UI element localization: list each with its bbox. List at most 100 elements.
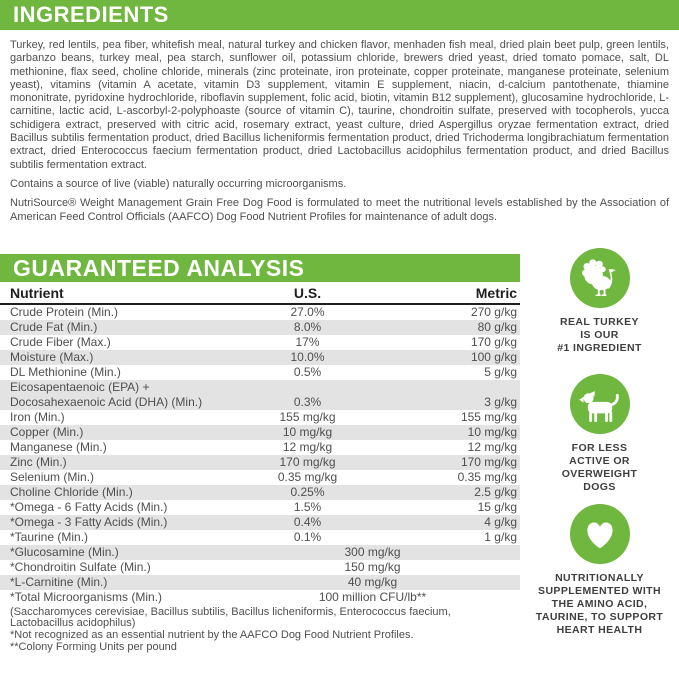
badge-caption-line: FOR LESS	[571, 441, 628, 454]
badge-caption-line: NUTRITIONALLY	[555, 571, 644, 584]
nutrient-cell: Selenium (Min.)	[10, 469, 95, 484]
analysis-and-badges: GUARANTEED ANALYSIS Nutrient U.S. Metric…	[0, 247, 679, 653]
dog-food-label: INGREDIENTS Turkey, red lentils, pea fib…	[0, 0, 679, 653]
badge-caption-line: HEART HEALTH	[556, 623, 643, 636]
metric-value-cell: 1 g/kg	[484, 529, 517, 544]
table-row: *L-Carnitine (Min.) 40 mg/kg	[0, 574, 520, 590]
metric-value-cell: 15 g/kg	[477, 499, 517, 514]
table-row: *Chondroitin Sulfate (Min.) 150 mg/kg	[0, 560, 520, 575]
badges-sidebar: REAL TURKEY IS OUR #1 INGREDIENT	[520, 247, 679, 653]
badge-real-turkey: REAL TURKEY IS OUR #1 INGREDIENT	[520, 247, 679, 355]
guaranteed-analysis-title: GUARANTEED ANALYSIS	[13, 254, 305, 281]
table-row: Manganese (Min.) 12 mg/kg 12 mg/kg	[0, 440, 520, 455]
badge-caption-line: OVERWEIGHT	[561, 467, 638, 480]
badge-caption-line: TAURINE, TO SUPPORT	[535, 610, 664, 623]
badge-caption-line: REAL TURKEY	[560, 315, 639, 328]
us-value-cell: 170 mg/kg	[279, 454, 336, 469]
nutrient-cell: *Chondroitin Sulfate (Min.)	[10, 559, 151, 574]
badge-overweight-dogs: FOR LESS ACTIVE OR OVERWEIGHT DOGS	[520, 373, 679, 494]
value-cell: 150 mg/kg	[344, 559, 401, 574]
metric-value-cell: 3 g/kg	[484, 394, 517, 409]
table-row: *Total Microorganisms (Min.) 100 million …	[0, 590, 520, 605]
nutrient-cell: Crude Fat (Min.)	[10, 319, 98, 334]
aafco-statement: NutriSource® Weight Management Grain Fre…	[10, 197, 669, 223]
table-row: *Taurine (Min.) 0.1% 1 g/kg	[0, 530, 520, 545]
ingredients-list-text: Turkey, red lentils, pea fiber, whitefis…	[10, 39, 669, 171]
nutrient-cell: *L-Carnitine (Min.)	[10, 574, 108, 589]
us-value-cell: 0.35 mg/kg	[277, 469, 338, 484]
nutrient-cell: Crude Fiber (Max.)	[10, 334, 111, 349]
metric-value-cell: 4 g/kg	[484, 514, 517, 529]
dog-icon	[569, 373, 630, 434]
nutrient-cell: *Glucosamine (Min.)	[10, 544, 119, 559]
turkey-icon	[569, 247, 630, 308]
nutrient-cell: *Total Microorganisms (Min.)	[10, 589, 163, 604]
metric-value-cell: 100 g/kg	[470, 349, 517, 364]
value-cell: 100 million CFU/lb**	[318, 589, 427, 604]
value-cell: 300 mg/kg	[344, 544, 401, 559]
ingredients-section: Turkey, red lentils, pea fiber, whitefis…	[0, 39, 679, 224]
nutrient-cell: *Omega - 6 Fatty Acids (Min.)	[10, 499, 168, 514]
table-row: Crude Protein (Min.) 27.0% 270 g/kg	[0, 305, 520, 320]
guaranteed-analysis-header-bar: GUARANTEED ANALYSIS	[0, 253, 520, 282]
footnote: *Not recognized as an essential nutrient…	[10, 629, 414, 642]
us-value-cell: 12 mg/kg	[282, 439, 333, 454]
nutrient-cell: *Omega - 3 Fatty Acids (Min.)	[10, 514, 168, 529]
nutrient-cell: Iron (Min.)	[10, 409, 65, 424]
table-row: Choline Chloride (Min.) 0.25% 2.5 g/kg	[0, 484, 520, 500]
value-cell: 40 mg/kg	[347, 574, 398, 589]
table-row: Crude Fiber (Max.) 17% 170 g/kg	[0, 335, 520, 350]
us-value-cell: 27.0%	[290, 304, 325, 319]
us-value-cell: 155 mg/kg	[279, 409, 336, 424]
nutrient-cell: DL Methionine (Min.)	[10, 364, 121, 379]
column-header-us: U.S.	[293, 284, 322, 301]
metric-value-cell: 80 g/kg	[477, 319, 517, 334]
table-row: Eicosapentaenoic (EPA) + Docosahexaenoic…	[0, 379, 520, 410]
nutrient-cell: Crude Protein (Min.)	[10, 304, 119, 319]
analysis-table-body: Crude Protein (Min.) 27.0% 270 g/kg Crude F…	[0, 305, 520, 605]
table-row: *Omega - 3 Fatty Acids (Min.) 0.4% 4 g/kg	[0, 514, 520, 530]
nutrient-cell: Zinc (Min.)	[10, 454, 67, 469]
table-row: Moisture (Max.) 10.0% 100 g/kg	[0, 349, 520, 365]
footnote: **Colony Forming Units per pound	[10, 640, 177, 653]
us-value-cell: 0.4%	[293, 514, 322, 529]
metric-value-cell: 2.5 g/kg	[474, 484, 517, 499]
table-row: Iron (Min.) 155 mg/kg 155 mg/kg	[0, 410, 520, 425]
table-row: *Glucosamine (Min.) 300 mg/kg	[0, 544, 520, 560]
nutrient-cell: Moisture (Max.)	[10, 349, 94, 364]
us-value-cell: 1.5%	[293, 499, 322, 514]
table-row: *Omega - 6 Fatty Acids (Min.) 1.5% 15 g/kg	[0, 500, 520, 515]
ingredients-header-bar: INGREDIENTS	[0, 0, 679, 30]
badge-caption-overweight-dogs: FOR LESS ACTIVE OR OVERWEIGHT DOGS	[562, 442, 638, 494]
metric-value-cell: 0.35 mg/kg	[457, 469, 517, 484]
metric-value-cell: 170 g/kg	[470, 334, 517, 349]
badge-caption-line: IS OUR	[580, 328, 619, 341]
metric-value-cell: 5 g/kg	[484, 364, 517, 379]
us-value-cell: 10 mg/kg	[282, 424, 333, 439]
badge-heart-health: NUTRITIONALLY SUPPLEMENTED WITH THE AMINO …	[520, 503, 679, 637]
ingredients-title: INGREDIENTS	[13, 2, 169, 27]
us-value-cell: 0.5%	[293, 364, 322, 379]
metric-value-cell: 155 mg/kg	[460, 409, 517, 424]
badge-caption-line: SUPPLEMENTED WITH	[538, 584, 661, 597]
nutrient-cell: Eicosapentaenoic (EPA) + Docosahexaenoic…	[10, 379, 203, 409]
us-value-cell: 10.0%	[290, 349, 325, 364]
metric-value-cell: 170 mg/kg	[460, 454, 517, 469]
us-value-cell: 0.1%	[293, 529, 322, 544]
badge-caption-line: DOGS	[583, 480, 616, 493]
nutrient-cell: Copper (Min.)	[10, 424, 84, 439]
footnote: (Saccharomyces cerevisiae, Bacillus subt…	[10, 605, 451, 630]
guaranteed-analysis-section: GUARANTEED ANALYSIS Nutrient U.S. Metric…	[0, 253, 520, 653]
badge-caption-line: ACTIVE OR	[569, 454, 630, 467]
table-row: Selenium (Min.) 0.35 mg/kg 0.35 mg/kg	[0, 470, 520, 485]
nutrient-cell: Choline Chloride (Min.)	[10, 484, 133, 499]
nutrient-cell: *Taurine (Min.)	[10, 529, 89, 544]
badge-caption-heart-health: NUTRITIONALLY SUPPLEMENTED WITH THE AMINO …	[536, 572, 663, 637]
badge-caption-line: THE AMINO ACID,	[551, 597, 648, 610]
badge-caption-line: #1 INGREDIENT	[557, 341, 642, 354]
us-value-cell: 17%	[295, 334, 320, 349]
table-row: Copper (Min.) 10 mg/kg 10 mg/kg	[0, 424, 520, 440]
heart-icon	[569, 503, 630, 564]
nutrient-cell: Manganese (Min.)	[10, 439, 107, 454]
metric-value-cell: 10 mg/kg	[467, 424, 517, 439]
